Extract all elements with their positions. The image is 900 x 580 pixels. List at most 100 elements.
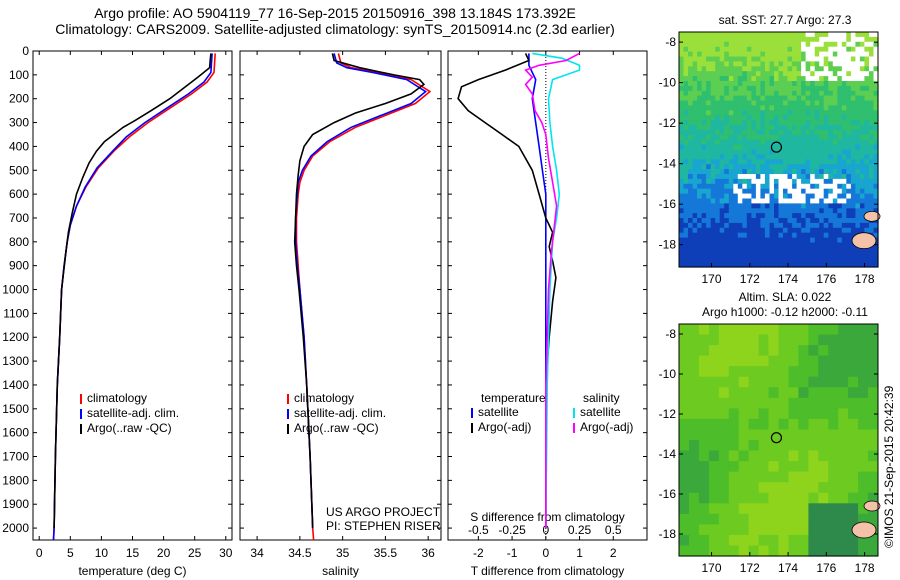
map-cell (842, 174, 847, 180)
map-cell (756, 81, 761, 87)
map-cell (842, 32, 847, 38)
map-cell (848, 451, 859, 462)
map-cell (747, 130, 752, 136)
map-cell (738, 91, 743, 97)
map-cell (751, 66, 756, 72)
map-cell (860, 32, 865, 38)
map-cell (837, 37, 842, 43)
map-cell (851, 37, 856, 43)
map-cell (679, 105, 684, 111)
map-cell (684, 52, 689, 58)
map-cell (801, 57, 806, 63)
map-cell (806, 125, 811, 131)
map-cell (770, 120, 775, 126)
map-cell (747, 91, 752, 97)
map-cell (792, 247, 797, 253)
map-cell (855, 81, 860, 87)
map-cell (819, 105, 824, 111)
map-cell (824, 47, 829, 53)
map-cell (797, 154, 802, 160)
map-cell (858, 387, 869, 398)
map-cell (711, 86, 716, 92)
map-cell (738, 110, 743, 116)
map-cell (684, 110, 689, 116)
map-cell (769, 546, 780, 557)
map-cell (760, 208, 765, 214)
map-cell (833, 208, 838, 214)
map-cell (699, 387, 710, 398)
map-cell (733, 203, 738, 209)
map-cell (770, 257, 775, 263)
map-cell (738, 213, 743, 219)
map-cell (828, 243, 833, 249)
map-cell (858, 398, 869, 409)
map-cell (679, 387, 690, 398)
map-cell (684, 238, 689, 244)
map-cell (855, 91, 860, 97)
map-cell (815, 110, 820, 116)
map-cell (842, 150, 847, 156)
map-cell (756, 243, 761, 249)
map-cell (760, 130, 765, 136)
map-cell (720, 238, 725, 244)
map-cell (684, 130, 689, 136)
map-cell (770, 233, 775, 239)
map-cell (779, 335, 790, 346)
map-cell (769, 535, 780, 546)
map-cell (765, 37, 770, 43)
map-cell (688, 184, 693, 190)
y-tick-label: 400 (9, 139, 29, 153)
map-cell (684, 247, 689, 253)
map-cell (697, 150, 702, 156)
map-cell (837, 233, 842, 239)
map-cell (806, 145, 811, 151)
map-cell (779, 130, 784, 136)
map-cell (684, 76, 689, 82)
map-cell (774, 199, 779, 205)
map-cell (720, 174, 725, 180)
map-cell (749, 524, 760, 535)
map-cell (733, 37, 738, 43)
map-cell (779, 61, 784, 67)
map-cell (819, 154, 824, 160)
map-cell (864, 101, 869, 107)
map-cell (818, 345, 829, 356)
map-cell (711, 154, 716, 160)
map-cell (697, 135, 702, 141)
map-cell (688, 199, 693, 205)
map-cell (851, 81, 856, 87)
map-cell (797, 159, 802, 165)
map-cell (751, 213, 756, 219)
map-cell (719, 408, 730, 419)
map-cell (779, 47, 784, 53)
map-cell (706, 179, 711, 185)
map-cell (751, 228, 756, 234)
map-cell (769, 387, 780, 398)
map-cell (779, 493, 790, 504)
map-cell (742, 76, 747, 82)
map-cell (739, 535, 750, 546)
map-cell (702, 105, 707, 111)
map-cell (693, 213, 698, 219)
map-cell (819, 164, 824, 170)
map-cell (848, 408, 859, 419)
map-cell (851, 91, 856, 97)
map-cell (797, 66, 802, 72)
map-cell (779, 377, 790, 388)
map-cell (770, 101, 775, 107)
map-cell (769, 345, 780, 356)
map-cell (842, 243, 847, 249)
map-cell (739, 493, 750, 504)
map-cell (711, 130, 716, 136)
map-cell (838, 514, 849, 525)
map-cell (869, 110, 874, 116)
map-cell (760, 159, 765, 165)
map-cell (797, 179, 802, 185)
map-cell (858, 377, 869, 388)
map-cell (842, 37, 847, 43)
map-cell (684, 199, 689, 205)
map-cell (711, 101, 716, 107)
map-cell (819, 194, 824, 200)
map-cell (855, 47, 860, 53)
map-cell (801, 238, 806, 244)
